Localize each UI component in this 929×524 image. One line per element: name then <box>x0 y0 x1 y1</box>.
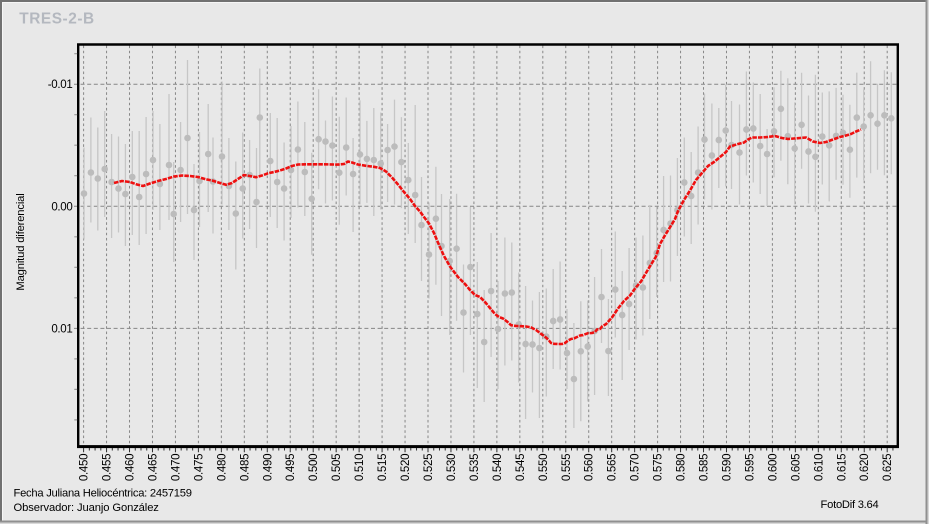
svg-text:0.515: 0.515 <box>377 454 389 481</box>
svg-text:0.570: 0.570 <box>630 454 642 481</box>
svg-text:0.530: 0.530 <box>446 454 458 481</box>
svg-text:0.585: 0.585 <box>699 454 711 481</box>
svg-text:-0.01: -0.01 <box>48 79 73 91</box>
svg-text:0.490: 0.490 <box>262 454 274 481</box>
svg-text:0.600: 0.600 <box>767 454 779 481</box>
svg-text:0.475: 0.475 <box>193 454 205 481</box>
svg-text:0.575: 0.575 <box>653 454 665 481</box>
svg-text:0.610: 0.610 <box>813 454 825 481</box>
svg-text:Observador: Juanjo González: Observador: Juanjo González <box>14 502 160 514</box>
svg-text:0.560: 0.560 <box>584 454 596 481</box>
svg-text:0.540: 0.540 <box>492 454 504 481</box>
svg-text:0.455: 0.455 <box>102 454 114 481</box>
svg-text:0.580: 0.580 <box>676 454 688 481</box>
svg-text:Fecha Juliana Heliocéntrica: 2: Fecha Juliana Heliocéntrica: 2457159 <box>14 488 192 500</box>
svg-text:0.01: 0.01 <box>51 323 72 335</box>
svg-text:0.510: 0.510 <box>354 454 366 481</box>
svg-text:0.565: 0.565 <box>607 454 619 481</box>
svg-text:0.550: 0.550 <box>538 454 550 481</box>
svg-text:FotoDif 3.64: FotoDif 3.64 <box>821 499 879 511</box>
svg-text:0.525: 0.525 <box>423 454 435 481</box>
svg-text:0.505: 0.505 <box>331 454 343 481</box>
svg-text:0.480: 0.480 <box>216 454 228 481</box>
svg-text:TRES-2-B: TRES-2-B <box>19 10 94 27</box>
svg-text:0.555: 0.555 <box>561 454 573 481</box>
svg-text:0.495: 0.495 <box>285 454 297 481</box>
svg-text:0.00: 0.00 <box>51 201 72 213</box>
svg-text:Magnitud diferencial: Magnitud diferencial <box>15 193 27 290</box>
svg-text:0.465: 0.465 <box>147 454 159 481</box>
svg-text:0.590: 0.590 <box>721 454 733 481</box>
svg-text:0.460: 0.460 <box>125 454 137 481</box>
svg-text:0.605: 0.605 <box>790 454 802 481</box>
svg-text:0.500: 0.500 <box>308 454 320 481</box>
svg-text:0.485: 0.485 <box>239 454 251 481</box>
svg-text:0.520: 0.520 <box>400 454 412 481</box>
svg-text:0.615: 0.615 <box>836 454 848 481</box>
svg-text:0.595: 0.595 <box>744 454 756 481</box>
svg-text:0.535: 0.535 <box>469 454 481 481</box>
svg-text:0.450: 0.450 <box>79 454 91 481</box>
svg-text:0.470: 0.470 <box>170 454 182 481</box>
svg-text:0.625: 0.625 <box>882 454 894 481</box>
svg-text:0.620: 0.620 <box>859 454 871 481</box>
svg-text:0.545: 0.545 <box>515 454 527 481</box>
